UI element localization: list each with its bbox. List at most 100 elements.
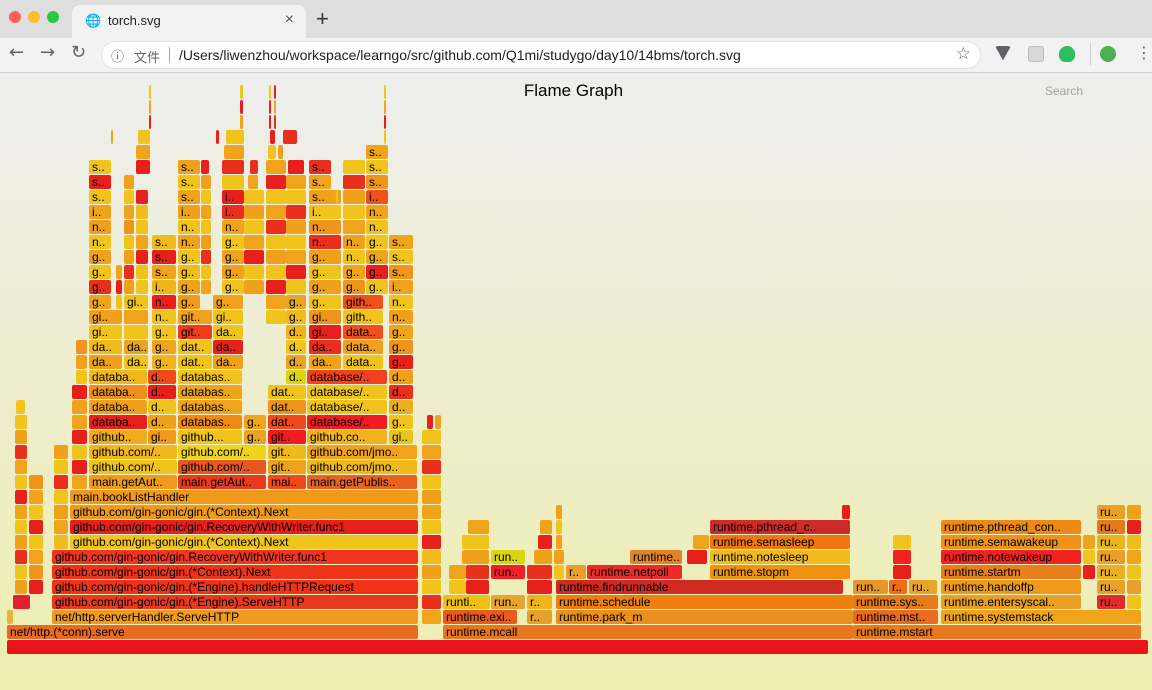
- flame-frame-rect[interactable]: [366, 250, 388, 264]
- flame-frame[interactable]: g..: [309, 295, 341, 309]
- flame-frame-rect[interactable]: [89, 310, 122, 324]
- flame-frame-rect[interactable]: [268, 400, 306, 414]
- flame-frame-rect[interactable]: [309, 265, 341, 279]
- flame-frame[interactable]: [1127, 520, 1141, 534]
- flame-frame[interactable]: [422, 430, 441, 444]
- flame-frame-rect[interactable]: [693, 535, 709, 549]
- flame-frame[interactable]: [240, 115, 243, 129]
- flame-frame[interactable]: [13, 595, 30, 609]
- flame-frame-rect[interactable]: [244, 265, 264, 279]
- flame-frame[interactable]: g..: [286, 295, 306, 309]
- flame-frame[interactable]: n..: [178, 235, 200, 249]
- flame-frame-rect[interactable]: [29, 520, 43, 534]
- flame-frame[interactable]: da..: [213, 340, 243, 354]
- flame-frame-rect[interactable]: [422, 445, 441, 459]
- flame-frame-rect[interactable]: [148, 370, 176, 384]
- flame-frame[interactable]: gi..: [89, 325, 122, 339]
- flame-frame[interactable]: [286, 250, 306, 264]
- flame-frame[interactable]: github.com/..: [178, 460, 266, 474]
- flame-frame-rect[interactable]: [72, 445, 87, 459]
- flame-frame[interactable]: s..: [89, 175, 111, 189]
- flame-frame[interactable]: [286, 175, 306, 189]
- flame-frame[interactable]: runtime.schedule: [556, 595, 853, 609]
- flame-frame-rect[interactable]: [89, 475, 177, 489]
- flame-frame-rect[interactable]: [76, 370, 87, 384]
- flame-frame-rect[interactable]: [152, 295, 176, 309]
- flame-frame[interactable]: [54, 475, 68, 489]
- flame-frame[interactable]: i..: [152, 280, 176, 294]
- flame-frame[interactable]: github.com/gin-gonic/gin.(*Context).Next: [70, 505, 418, 519]
- flame-frame-rect[interactable]: [274, 85, 276, 99]
- flame-frame-rect[interactable]: [266, 310, 286, 324]
- flame-frame[interactable]: [435, 415, 441, 429]
- flame-frame[interactable]: [76, 370, 87, 384]
- flame-frame[interactable]: g..: [222, 280, 244, 294]
- flame-frame[interactable]: d..: [389, 400, 413, 414]
- flame-frame-rect[interactable]: [178, 250, 200, 264]
- flame-frame-rect[interactable]: [941, 580, 1081, 594]
- flame-frame-rect[interactable]: [89, 385, 147, 399]
- flame-frame-rect[interactable]: [268, 385, 306, 399]
- flame-frame[interactable]: [286, 280, 306, 294]
- flame-frame[interactable]: data..: [343, 340, 383, 354]
- flame-frame-rect[interactable]: [124, 265, 134, 279]
- flame-frame-rect[interactable]: [178, 265, 200, 279]
- flame-frame[interactable]: github.com/..: [89, 460, 177, 474]
- flame-frame-rect[interactable]: [309, 310, 341, 324]
- flame-frame-rect[interactable]: [266, 175, 286, 189]
- flame-frame-rect[interactable]: [124, 250, 134, 264]
- flame-frame[interactable]: gith..: [343, 310, 383, 324]
- flame-frame-rect[interactable]: [491, 595, 525, 609]
- flame-frame[interactable]: [244, 265, 264, 279]
- flame-frame-rect[interactable]: [89, 235, 111, 249]
- flame-frame[interactable]: ru..: [1097, 580, 1125, 594]
- flame-frame-rect[interactable]: [366, 280, 388, 294]
- flame-frame[interactable]: [266, 280, 286, 294]
- flame-frame-rect[interactable]: [491, 565, 525, 579]
- flame-frame[interactable]: [7, 610, 13, 624]
- flame-frame-rect[interactable]: [587, 565, 682, 579]
- vue-devtools-icon[interactable]: [995, 46, 1011, 61]
- flame-frame[interactable]: github.com/gin-gonic/gin.(*Engine).Serve…: [52, 595, 418, 609]
- flame-frame-rect[interactable]: [384, 115, 386, 129]
- flame-frame[interactable]: d..: [286, 370, 306, 384]
- flame-frame-rect[interactable]: [268, 460, 306, 474]
- flame-frame-rect[interactable]: [389, 340, 413, 354]
- flame-frame[interactable]: [29, 580, 43, 594]
- flame-frame[interactable]: gi..: [213, 310, 243, 324]
- flame-frame-rect[interactable]: [842, 505, 850, 519]
- flame-frame-rect[interactable]: [178, 160, 200, 174]
- flame-frame-rect[interactable]: [941, 550, 1081, 564]
- flame-frame[interactable]: s..: [366, 145, 388, 159]
- flame-frame-rect[interactable]: [222, 280, 244, 294]
- flame-frame[interactable]: [244, 280, 264, 294]
- flame-frame[interactable]: [244, 205, 264, 219]
- flame-frame[interactable]: [29, 520, 43, 534]
- flame-frame[interactable]: i..: [89, 205, 111, 219]
- flame-frame[interactable]: g..: [178, 280, 200, 294]
- flame-frame-rect[interactable]: [178, 445, 266, 459]
- flame-frame[interactable]: [222, 160, 244, 174]
- flame-frame-rect[interactable]: [70, 520, 418, 534]
- flame-frame[interactable]: [15, 445, 27, 459]
- flame-frame-rect[interactable]: [89, 460, 177, 474]
- flame-frame-rect[interactable]: [336, 190, 338, 204]
- flame-frame-rect[interactable]: [15, 490, 27, 504]
- flame-frame[interactable]: g..: [343, 265, 365, 279]
- flame-frame-rect[interactable]: [422, 490, 441, 504]
- flame-frame-rect[interactable]: [466, 580, 489, 594]
- flame-frame[interactable]: ru..: [1097, 565, 1125, 579]
- flame-frame[interactable]: database/..: [307, 400, 387, 414]
- flame-frame-rect[interactable]: [7, 640, 1148, 654]
- flame-frame[interactable]: [422, 580, 441, 594]
- flame-frame-rect[interactable]: [309, 325, 341, 339]
- flame-frame[interactable]: [149, 115, 151, 129]
- flame-frame-rect[interactable]: [286, 340, 306, 354]
- flame-frame[interactable]: [216, 130, 219, 144]
- flame-frame[interactable]: [29, 565, 43, 579]
- flame-frame-rect[interactable]: [15, 520, 27, 534]
- flame-frame-rect[interactable]: [443, 610, 517, 624]
- flame-frame-rect[interactable]: [29, 505, 43, 519]
- flame-frame[interactable]: [201, 280, 211, 294]
- flame-frame[interactable]: git..: [178, 310, 212, 324]
